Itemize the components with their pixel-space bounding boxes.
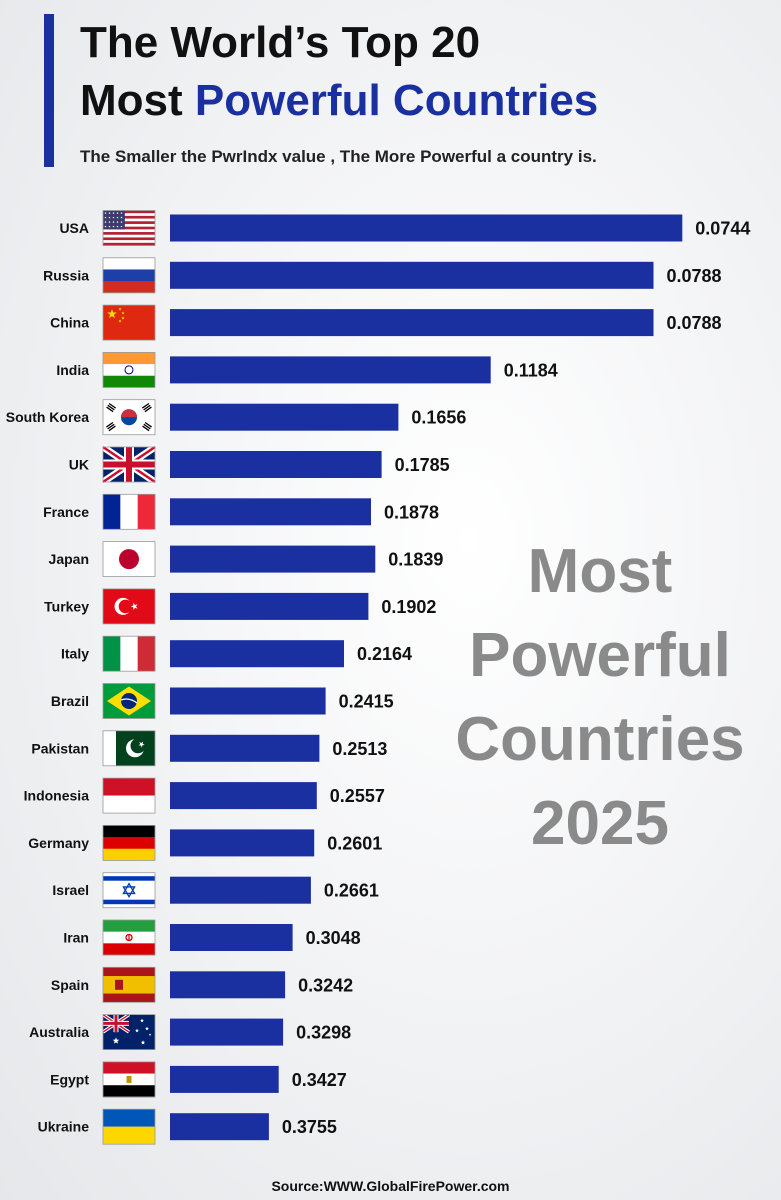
- country-label: Egypt: [50, 1071, 89, 1087]
- country-label: Brazil: [51, 693, 89, 709]
- value-label: 0.3298: [296, 1023, 351, 1043]
- italy-flag-icon: [102, 635, 156, 672]
- watermark-text: Most Powerful Countries 2025: [440, 530, 760, 866]
- bar: [170, 592, 369, 620]
- value-label: 0.3242: [298, 975, 353, 995]
- value-label: 0.1839: [388, 550, 443, 570]
- value-label: 0.0788: [667, 313, 722, 333]
- power-index-bar-chart: USA 0.0744 Russia 0.0788 China 0.0788 India 0.1…: [6, 210, 750, 1145]
- bar: [170, 309, 654, 337]
- country-label: China: [50, 315, 89, 331]
- country-label: South Korea: [6, 409, 89, 425]
- bar: [170, 214, 683, 242]
- country-label: Indonesia: [24, 788, 90, 804]
- australia-flag-icon: [102, 1013, 156, 1050]
- russia-flag-icon: [102, 257, 156, 294]
- bar: [170, 1018, 284, 1046]
- bar: [170, 356, 491, 384]
- bar: [170, 1113, 269, 1141]
- country-label: France: [43, 504, 89, 520]
- country-label: India: [56, 362, 89, 378]
- page-subtitle: The Smaller the PwrIndx value , The More…: [80, 147, 597, 166]
- bar: [170, 498, 371, 526]
- iran-flag-icon: [102, 919, 156, 956]
- value-label: 0.0744: [695, 219, 750, 239]
- bar: [170, 971, 286, 999]
- germany-flag-icon: [102, 825, 156, 861]
- value-label: 0.2601: [327, 833, 382, 853]
- pakistan-flag-icon: [102, 730, 156, 767]
- value-label: 0.2557: [330, 786, 385, 806]
- watermark-line-2: Powerful: [469, 621, 731, 690]
- brazil-flag-icon: [102, 683, 156, 719]
- value-label: 0.3755: [282, 1117, 337, 1137]
- title-accent-bar: [44, 14, 54, 167]
- title-line-1: The World’s Top 20: [80, 18, 481, 67]
- country-label: Russia: [43, 267, 89, 283]
- country-label: Israel: [52, 882, 89, 898]
- china-flag-icon: [102, 304, 156, 341]
- watermark-line-1: Most: [527, 537, 673, 606]
- title-line-2-prefix: Most: [80, 76, 195, 125]
- south-korea-flag-icon: [102, 399, 156, 436]
- country-label: Spain: [51, 977, 89, 993]
- bar: [170, 545, 376, 573]
- country-label: Iran: [63, 930, 89, 946]
- indonesia-flag-icon: [102, 777, 156, 814]
- uk-flag-icon: [101, 444, 157, 485]
- value-label: 0.2415: [339, 692, 394, 712]
- bar: [170, 261, 654, 289]
- india-flag-icon: [102, 351, 156, 388]
- value-label: 0.3048: [306, 928, 361, 948]
- value-label: 0.1656: [411, 408, 466, 428]
- bar: [170, 734, 320, 762]
- bar: [170, 1065, 279, 1093]
- value-label: 0.1902: [381, 597, 436, 617]
- value-label: 0.1184: [504, 360, 558, 380]
- bar: [170, 640, 344, 668]
- title-line-2-highlight: Powerful Countries: [194, 76, 599, 125]
- egypt-flag-icon: [102, 1061, 156, 1098]
- country-label: Pakistan: [31, 740, 89, 756]
- turkey-flag-icon: [102, 588, 156, 625]
- value-label: 0.1878: [384, 502, 439, 522]
- value-label: 0.1785: [395, 455, 450, 475]
- spain-flag-icon: [102, 966, 156, 1003]
- country-label: USA: [59, 220, 89, 236]
- usa-flag-icon: [102, 210, 156, 246]
- title-line-2: Most Powerful Countries: [80, 72, 598, 130]
- bar: [170, 924, 293, 951]
- country-label: Japan: [49, 551, 89, 567]
- bar: [170, 451, 382, 478]
- ukraine-flag-icon: [102, 1108, 156, 1145]
- bar: [170, 782, 317, 810]
- page-title: The World’s Top 20 Most Powerful Countri…: [80, 14, 598, 130]
- japan-flag-icon: [102, 541, 156, 578]
- bar: [170, 403, 399, 431]
- bar: [170, 876, 311, 904]
- value-label: 0.2164: [357, 644, 412, 664]
- value-label: 0.0788: [667, 266, 722, 286]
- value-label: 0.2661: [324, 881, 379, 901]
- value-label: 0.2513: [332, 739, 387, 759]
- bar: [170, 687, 326, 715]
- country-label: Turkey: [44, 598, 89, 614]
- watermark-line-3: Countries: [455, 705, 745, 774]
- israel-flag-icon: [102, 872, 156, 909]
- source-credit: Source:WWW.GlobalFirePower.com: [271, 1178, 510, 1194]
- country-label: Ukraine: [38, 1119, 90, 1135]
- value-label: 0.3427: [292, 1070, 347, 1090]
- country-label: Italy: [61, 646, 89, 662]
- watermark-line-4: 2025: [531, 789, 669, 858]
- france-flag-icon: [102, 493, 156, 530]
- country-label: Germany: [28, 835, 89, 851]
- bar: [170, 829, 315, 857]
- country-label: UK: [69, 457, 89, 473]
- country-label: Australia: [29, 1024, 89, 1040]
